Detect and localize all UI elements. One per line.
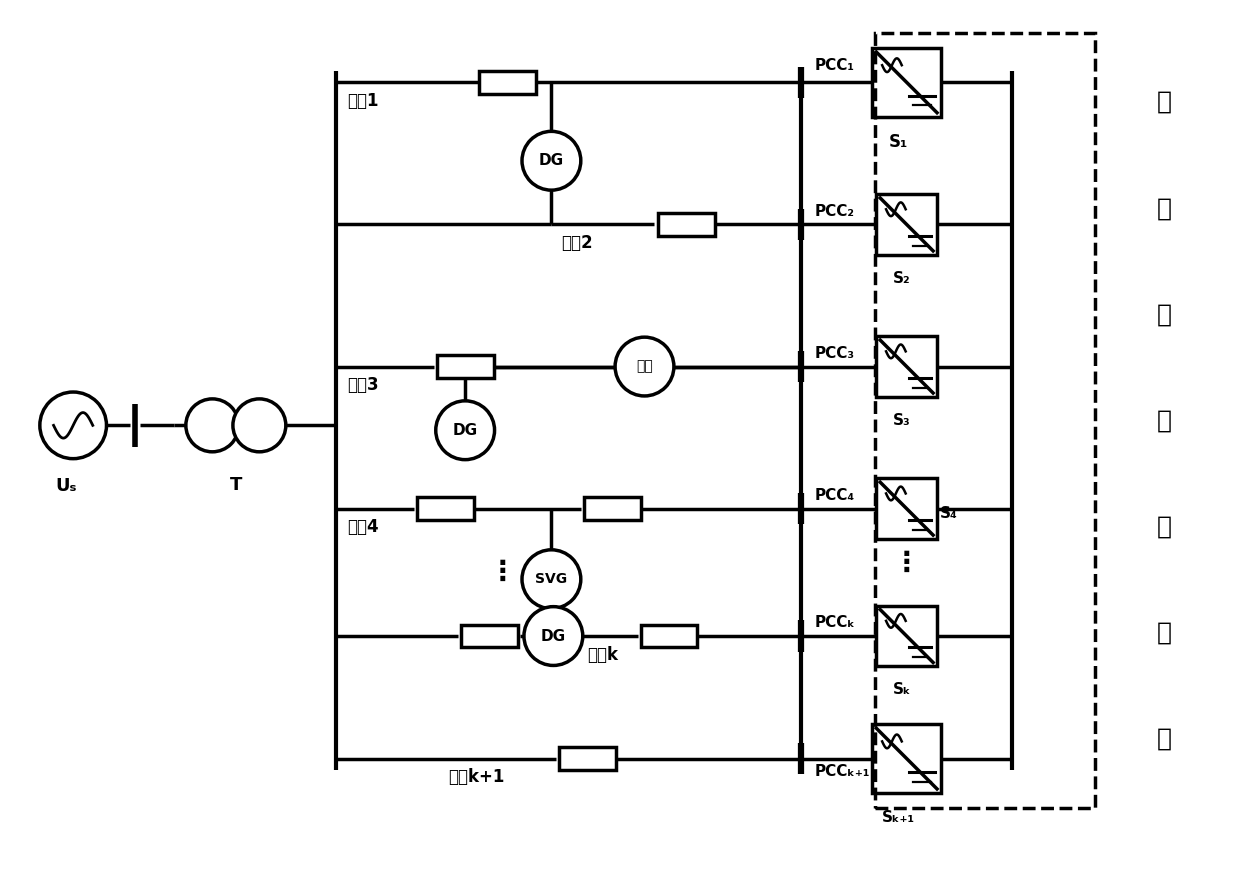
Bar [877, 478, 937, 539]
Text: PCCₖ: PCCₖ [815, 615, 856, 630]
Text: S₄: S₄ [940, 506, 957, 521]
Text: 馈线k: 馈线k [587, 646, 618, 664]
Text: 开: 开 [1157, 620, 1172, 645]
Text: Sₖ₊₁: Sₖ₊₁ [882, 810, 915, 825]
Circle shape [40, 392, 107, 458]
Bar [877, 194, 937, 255]
Text: 性: 性 [1157, 196, 1172, 220]
Text: PCC₂: PCC₂ [815, 204, 856, 219]
Text: PCCₖ₊₁: PCCₖ₊₁ [815, 765, 870, 780]
Text: 馈线1: 馈线1 [347, 92, 379, 110]
Text: 多: 多 [1157, 303, 1172, 327]
Text: Uₛ: Uₛ [56, 477, 77, 496]
Circle shape [522, 131, 580, 190]
Bar [658, 213, 715, 235]
Text: PCC₄: PCC₄ [815, 488, 856, 503]
Bar [479, 71, 536, 94]
Text: Sₖ: Sₖ [893, 682, 911, 697]
Circle shape [522, 550, 580, 609]
Text: S₃: S₃ [893, 412, 910, 427]
Circle shape [233, 399, 285, 452]
Bar [559, 747, 616, 770]
Circle shape [435, 401, 495, 459]
Bar [461, 625, 518, 647]
Text: T: T [229, 476, 242, 495]
Text: 态: 态 [1157, 514, 1172, 539]
Text: DG: DG [453, 423, 477, 438]
Text: 馈线3: 馈线3 [347, 376, 379, 395]
Bar [877, 605, 937, 666]
Bar [436, 355, 494, 378]
Circle shape [186, 399, 239, 452]
Text: DG: DG [539, 153, 564, 168]
Bar [417, 497, 474, 519]
Bar [873, 48, 941, 117]
Bar [584, 497, 641, 519]
Text: 关: 关 [1157, 727, 1172, 751]
Text: S₂: S₂ [893, 271, 910, 286]
Text: 馈线4: 馈线4 [347, 519, 379, 536]
Text: S₁: S₁ [889, 134, 909, 151]
Text: 容组: 容组 [636, 359, 653, 373]
Text: 柔: 柔 [1157, 90, 1172, 114]
Circle shape [525, 606, 583, 666]
Bar [873, 724, 941, 793]
Text: ⋮: ⋮ [489, 558, 516, 587]
Bar [641, 625, 697, 647]
Bar [877, 336, 937, 397]
Bar [874, 34, 1095, 807]
Text: SVG: SVG [536, 573, 568, 586]
Circle shape [615, 337, 673, 396]
Text: PCC₃: PCC₃ [815, 346, 856, 361]
Text: PCC₁: PCC₁ [815, 58, 856, 73]
Text: DG: DG [541, 628, 565, 643]
Text: 状: 状 [1157, 409, 1172, 433]
Text: 馈线k+1: 馈线k+1 [449, 768, 505, 787]
Text: ⋮: ⋮ [893, 549, 920, 576]
Text: 馈线2: 馈线2 [562, 235, 593, 252]
